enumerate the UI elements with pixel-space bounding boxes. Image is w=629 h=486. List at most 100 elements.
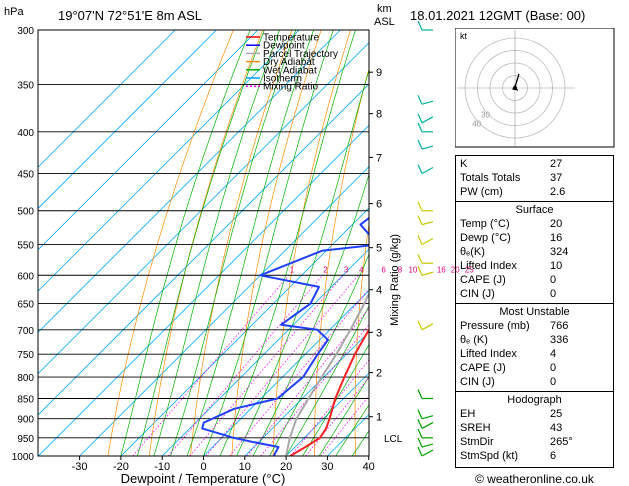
wind-barb-icon: [417, 164, 423, 174]
pressure-tick-label: 400: [17, 128, 34, 139]
eh-label: EH: [460, 408, 476, 420]
mixing-ratio-tick-label: 3: [344, 265, 349, 274]
temperature-tick-label: 20: [280, 461, 292, 473]
wet-adiabat-line: [302, 343, 369, 456]
wind-barb-icon: [417, 428, 423, 439]
wind-barb-icon: [417, 122, 423, 133]
height-tick-label: 4: [376, 285, 382, 297]
legend-label: Dry Adiabat: [263, 57, 315, 68]
isotherm-line: [38, 30, 341, 333]
mixing-ratio-tick-label: 1: [290, 265, 295, 274]
wind-barb-icon: [417, 254, 423, 264]
isotherm-line: [79, 166, 369, 456]
temperature-tick-label: -10: [154, 461, 170, 473]
temperature-tick-label: -20: [113, 461, 129, 473]
k-index-label: K: [460, 158, 468, 170]
asl-unit-label: ASL: [374, 16, 395, 28]
sreh-value: 43: [550, 422, 563, 434]
legend-label: Dewpoint: [263, 41, 305, 52]
temperature-tick-label: 10: [239, 461, 251, 473]
mu-cin-label: CIN (J): [460, 376, 495, 388]
eh-row: EH 25: [460, 408, 609, 422]
pressure-tick-label: 900: [17, 415, 34, 426]
pressure-tick-label: 350: [17, 81, 34, 92]
wind-barb-icon: [417, 389, 423, 399]
wet-adiabat-line: [120, 30, 251, 456]
mu-cin-row: CIN (J) 0: [460, 376, 609, 390]
mu-cape-row: CAPE (J) 0: [460, 362, 609, 376]
hodograph-frame: [455, 28, 615, 148]
surface-thetae-row: θₑ(K) 324: [460, 246, 609, 260]
wind-barb-icon: [421, 415, 434, 420]
surface-cin-row: CIN (J) 0: [460, 288, 609, 302]
wind-barb-icon: [421, 116, 434, 124]
mu-pressure-label: Pressure (mb): [460, 320, 530, 332]
surface-cin-value: 0: [550, 288, 557, 300]
hodograph-ring-label: 40: [472, 119, 481, 128]
isotherm-line: [203, 289, 369, 456]
wind-barb-icon: [421, 421, 434, 429]
pressure-tick-label: 800: [17, 373, 34, 384]
isotherm-line: [38, 124, 369, 456]
isotherm-line: [38, 42, 369, 375]
pressure-tick-label: 850: [17, 394, 34, 405]
wind-barb-icon: [417, 139, 423, 150]
temperature-tick-label: 30: [321, 461, 333, 473]
wind-barb-icon: [421, 145, 434, 150]
height-tick-label: 9: [376, 67, 382, 79]
mixing-ratio-tick-label: 2: [323, 265, 328, 274]
indices-panel: K 27 Totals Totals 37 PW (cm) 2.6 Surface T…: [455, 155, 614, 468]
storm-speed-row: StmSpd (kt) 6: [460, 450, 609, 464]
wind-barb-icon: [421, 100, 434, 105]
height-tick-label: 8: [376, 109, 382, 121]
pressure-tick-label: 650: [17, 300, 34, 311]
hodograph-unit-label: kt: [460, 31, 468, 41]
wet-adiabat-line: [318, 375, 369, 456]
height-tick-label: 2: [376, 368, 382, 380]
legend-label: Temperature: [263, 33, 320, 44]
totals-totals-label: Totals Totals: [460, 172, 521, 184]
height-tick-label: 3: [376, 327, 382, 339]
mu-thetae-label: θₑ (K): [460, 334, 488, 346]
wet-adiabat-line: [153, 30, 280, 456]
mixing-ratio-tick-label: 25: [465, 265, 474, 274]
mixing-ratio-tick-label: 4: [359, 265, 364, 274]
mixing-ratio-line: [167, 275, 323, 456]
wind-barb-icon: [417, 113, 423, 124]
surface-cin-label: CIN (J): [460, 288, 495, 300]
height-tick-label: 7: [376, 152, 382, 164]
km-unit-label: km: [377, 3, 392, 15]
surface-li-label: Lifted Index: [460, 260, 517, 272]
isotherm-line: [38, 30, 259, 251]
storm-dir-value: 265°: [550, 436, 573, 448]
legend-label: Parcel Trajectory: [263, 49, 338, 60]
height-tick-label: 1: [376, 412, 382, 424]
surface-temp-label: Temp (°C): [460, 218, 510, 230]
pw-value: 2.6: [550, 186, 566, 198]
mu-thetae-value: 336: [550, 334, 569, 346]
divider: [456, 201, 613, 202]
plot-frame: [37, 29, 370, 457]
dry-adiabat-line: [107, 30, 234, 456]
wind-barb-icon: [421, 271, 434, 276]
location-title: 19°07'N 72°51'E 8m ASL: [58, 8, 203, 23]
height-tick-label: 6: [376, 199, 382, 211]
datetime-title: 18.01.2021 12GMT (Base: 00): [410, 8, 586, 23]
mixing-ratio-line: [305, 376, 369, 456]
lcl-label: LCL: [384, 434, 403, 445]
pressure-tick-label: 450: [17, 169, 34, 180]
mu-cin-value: 0: [550, 376, 557, 388]
mu-cape-label: CAPE (J): [460, 362, 506, 374]
mixing-ratio-axis-title: Mixing Ratio (g/kg): [389, 234, 401, 326]
pressure-tick-label: 1000: [12, 452, 35, 463]
mu-cape-value: 0: [550, 362, 557, 374]
mixing-ratio-tick-label: 10: [408, 265, 417, 274]
isotherm-line: [285, 372, 369, 456]
wind-barb-icon: [417, 235, 423, 245]
dry-adiabat-line: [314, 67, 369, 456]
legend-label: Mixing Ratio: [263, 82, 318, 93]
surface-cape-row: CAPE (J) 0: [460, 274, 609, 288]
wind-barb-icon: [421, 166, 434, 174]
wind-barb-icon: [421, 237, 434, 245]
pw-label: PW (cm): [460, 186, 503, 198]
